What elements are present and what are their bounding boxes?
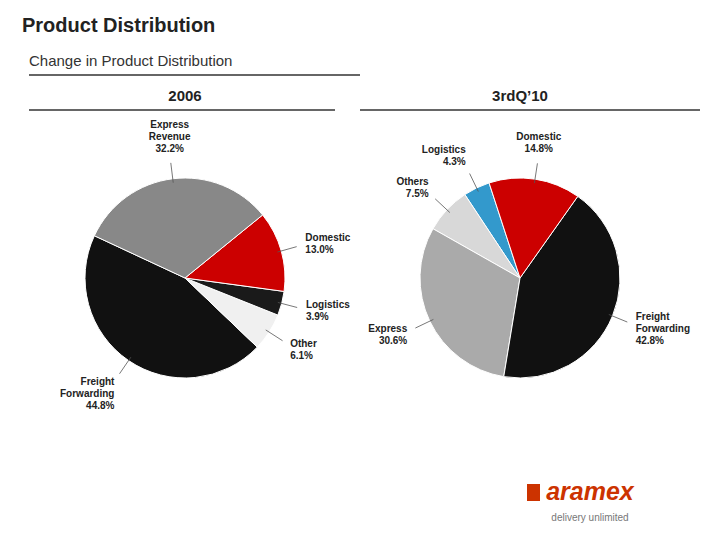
annotation: delivery unlimited bbox=[551, 512, 628, 523]
data-label-value: 6.1% bbox=[290, 350, 313, 361]
data-label-category: Forwarding bbox=[60, 388, 114, 399]
pie: Logistics4.3% Others7.5% Express30.6% Freig… bbox=[368, 131, 690, 378]
leader-line bbox=[277, 247, 296, 252]
data-label-value: 4.3% bbox=[443, 156, 466, 167]
leader-line bbox=[120, 357, 131, 374]
logo-square bbox=[527, 484, 540, 501]
data-label: Others7.5% bbox=[396, 176, 429, 199]
data-label: Express30.6% bbox=[368, 323, 407, 346]
data-label-category: Others bbox=[396, 176, 429, 187]
leader-line bbox=[415, 319, 433, 328]
data-label-category: Freight bbox=[636, 311, 671, 322]
leader-line bbox=[278, 302, 297, 307]
data-label: Logistics3.9% bbox=[306, 299, 350, 322]
data-label-value: 30.6% bbox=[379, 335, 407, 346]
data-label-category: Revenue bbox=[149, 131, 191, 142]
data-label: Logistics4.3% bbox=[422, 144, 466, 167]
data-label-category: Domestic bbox=[305, 232, 350, 243]
data-label: ExpressRevenue32.2% bbox=[149, 119, 191, 154]
pie-slice bbox=[94, 178, 262, 278]
leader-line bbox=[609, 314, 628, 322]
data-label: Other6.1% bbox=[290, 338, 317, 361]
data-label-category: Logistics bbox=[306, 299, 350, 310]
data-label: Domestic14.8% bbox=[516, 131, 561, 154]
section-title: 2006 bbox=[168, 87, 201, 104]
section-underline bbox=[29, 109, 335, 111]
section-title: 3rdQ’10 bbox=[492, 87, 548, 104]
leader-line bbox=[266, 330, 283, 341]
data-label-category: Freight bbox=[81, 376, 116, 387]
title: Product Distribution bbox=[22, 14, 215, 36]
subtitle-underline bbox=[29, 74, 360, 76]
leader-line bbox=[470, 174, 479, 192]
data-label-value: 13.0% bbox=[305, 244, 333, 255]
chart-root: Product Distribution Change in Product Di… bbox=[0, 0, 720, 540]
data-label-category: Logistics bbox=[422, 144, 466, 155]
data-label-value: 14.8% bbox=[525, 143, 553, 154]
data-label-value: 44.8% bbox=[86, 400, 114, 411]
data-label-category: Express bbox=[150, 119, 189, 130]
data-label-category: Other bbox=[290, 338, 317, 349]
data-label-category: Forwarding bbox=[636, 323, 690, 334]
pie: FreightForwarding44.8% Other6.1% Logistics… bbox=[60, 119, 351, 411]
data-label: FreightForwarding42.8% bbox=[636, 311, 690, 346]
annotation: aramex bbox=[546, 477, 635, 505]
data-label: Domestic13.0% bbox=[305, 232, 350, 255]
subtitle: Change in Product Distribution bbox=[29, 52, 232, 69]
data-label: FreightForwarding44.8% bbox=[60, 376, 115, 411]
pie-slice bbox=[420, 229, 520, 377]
data-label-value: 42.8% bbox=[636, 335, 664, 346]
section-underline bbox=[360, 109, 700, 111]
leader-line bbox=[534, 163, 537, 183]
data-label-category: Express bbox=[368, 323, 407, 334]
data-label-value: 32.2% bbox=[156, 143, 184, 154]
leader-line bbox=[171, 163, 173, 183]
data-label-value: 3.9% bbox=[306, 311, 329, 322]
data-label-value: 7.5% bbox=[406, 188, 429, 199]
pie-slice bbox=[489, 178, 578, 278]
leader-line bbox=[435, 199, 450, 213]
data-label-category: Domestic bbox=[516, 131, 561, 142]
